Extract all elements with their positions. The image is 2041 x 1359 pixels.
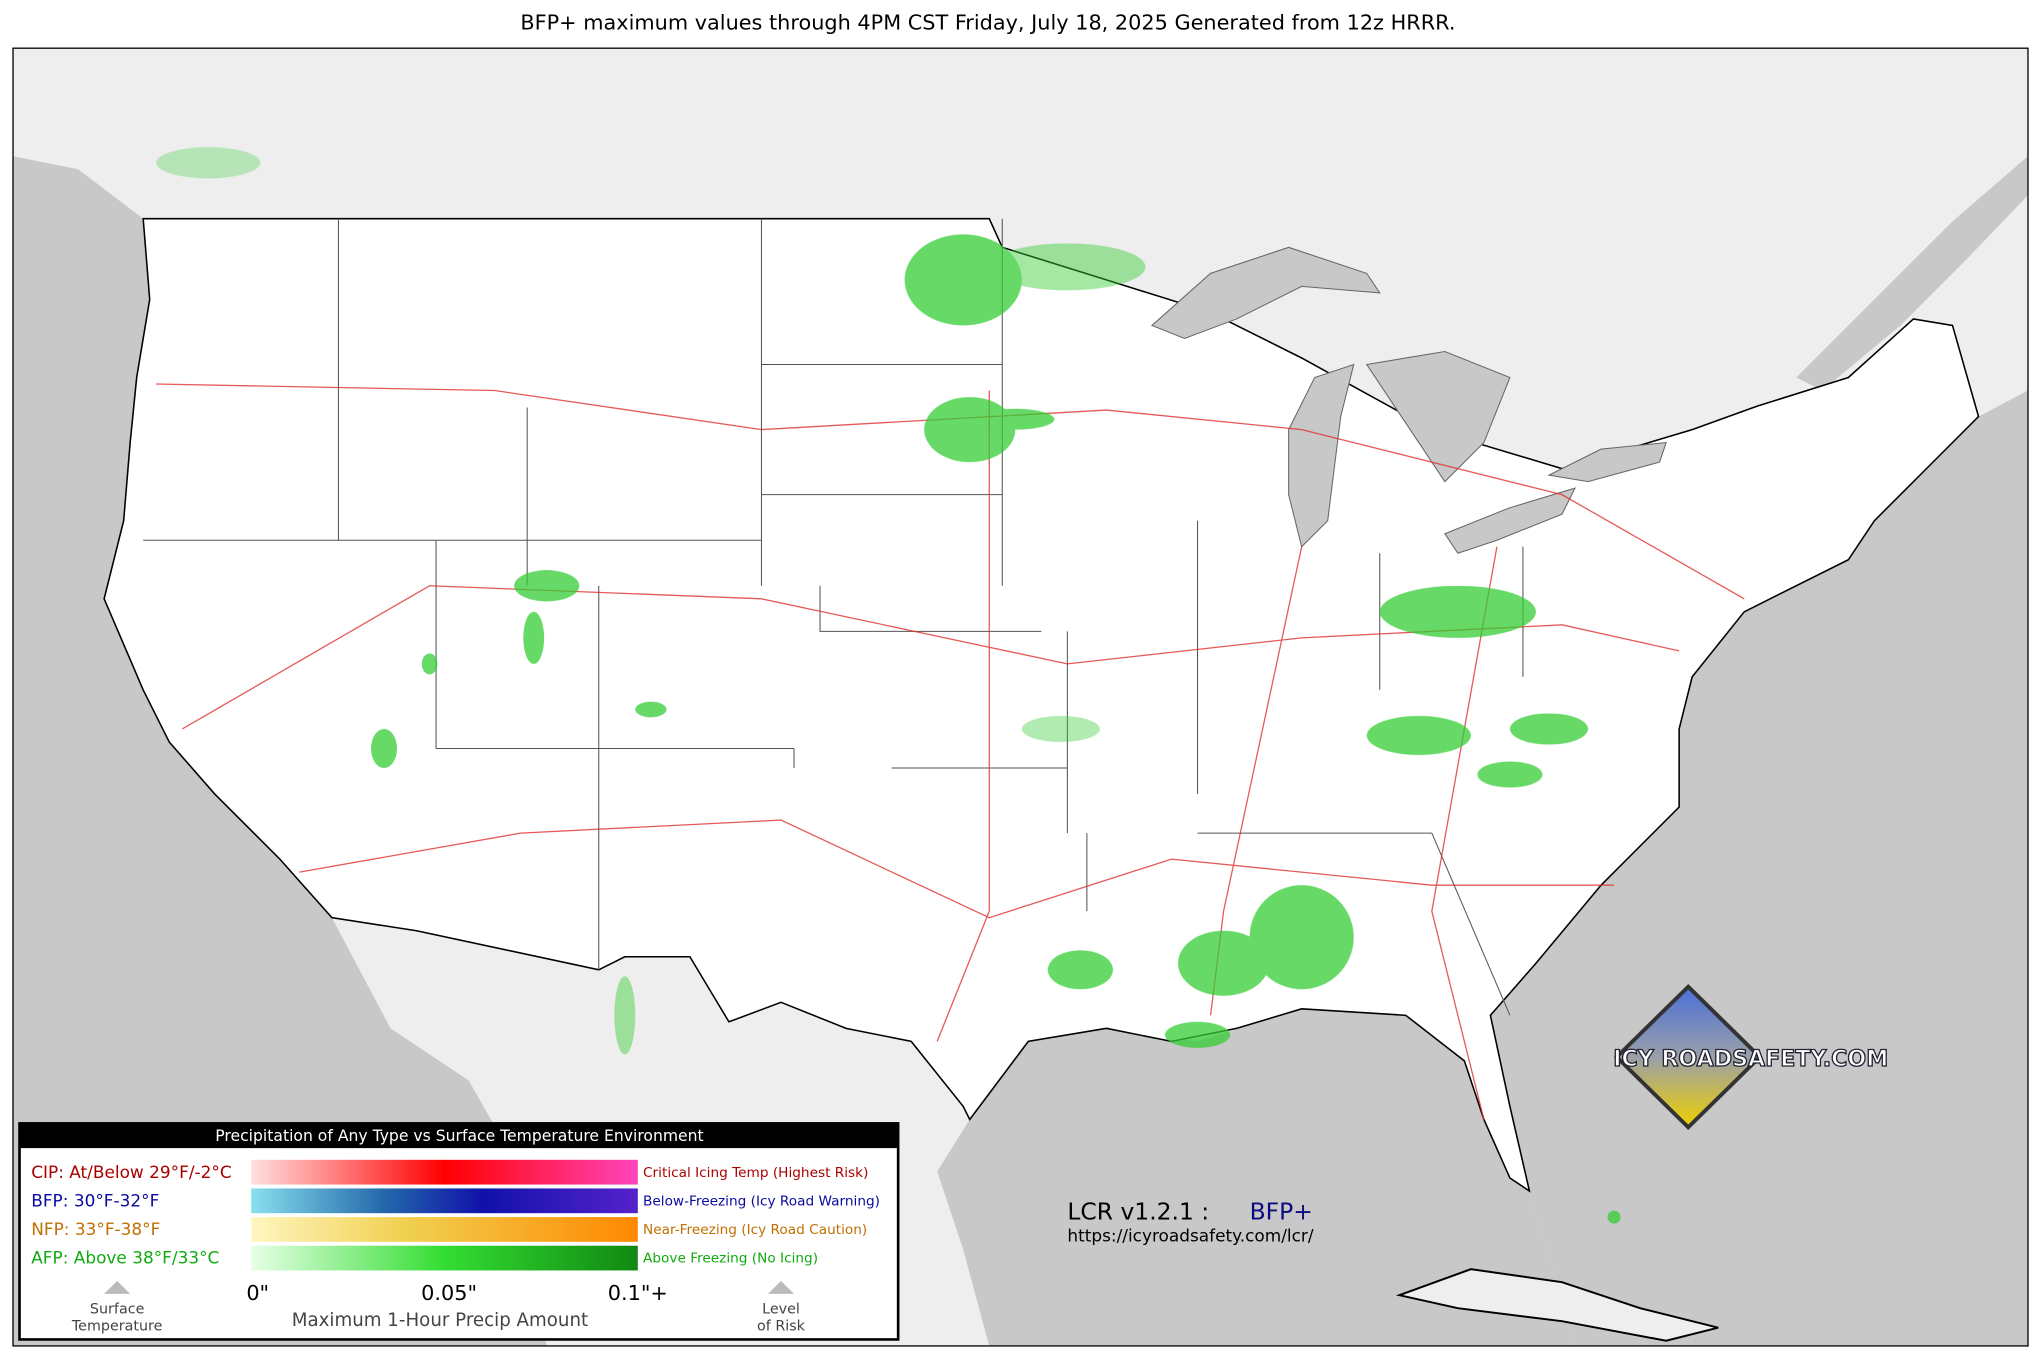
legend-description: Critical Icing Temp (Highest Risk)	[643, 1165, 868, 1181]
legend-caption: Level	[762, 1302, 800, 1318]
state-borders	[143, 218, 1524, 1016]
scale-label: 0.1"+	[608, 1281, 668, 1305]
legend-caption: Temperature	[71, 1318, 163, 1334]
ocean	[937, 1008, 1576, 1346]
logo: ICY ROADSAFETY.COM	[1613, 983, 1889, 1131]
legend-gradient	[251, 1245, 638, 1271]
logo-text: ICY ROADSAFETY.COM	[1613, 1046, 1888, 1072]
legend-gradient	[251, 1217, 638, 1242]
url: https://icyroadsafety.com/lcr/	[1067, 1226, 1313, 1246]
ocean	[13, 156, 547, 1346]
legend-arrow	[767, 1280, 795, 1294]
map	[13, 48, 2028, 1346]
legend-caption: Surface	[90, 1302, 145, 1318]
precip-areas	[156, 147, 1621, 1224]
legend-axis-title: Maximum 1-Hour Precip Amount	[292, 1310, 588, 1331]
lake	[1150, 246, 1381, 340]
legend-description: Above Freezing (No Icing)	[643, 1251, 818, 1267]
legend-description: Below-Freezing (Icy Road Warning)	[643, 1193, 880, 1209]
scale-label: 0"	[246, 1281, 269, 1305]
logo-diamond	[1613, 983, 1763, 1131]
legend-caption: of Risk	[757, 1318, 806, 1334]
highways	[156, 383, 1745, 1120]
map-title: BFP+ maximum values through 4PM CST Frid…	[520, 10, 1455, 34]
usa	[103, 217, 1980, 1193]
legend-arrow	[104, 1280, 131, 1294]
island	[1395, 1268, 1719, 1342]
product: BFP+	[1250, 1198, 1313, 1226]
legend-gradient	[251, 1188, 638, 1214]
lake	[1444, 487, 1577, 554]
version: LCR v1.2.1 :	[1067, 1198, 1209, 1226]
legend-description: Near-Freezing (Icy Road Caution)	[643, 1222, 867, 1238]
map-frame	[12, 47, 2029, 1347]
legend-label: NFP: 33°F-38°F	[31, 1219, 160, 1239]
ocean	[1796, 156, 2028, 391]
legend-header	[19, 1123, 899, 1149]
scale-label: 0.05"	[421, 1281, 477, 1305]
lake	[1288, 363, 1355, 548]
legend-label: BFP: 30°F-32°F	[31, 1190, 159, 1210]
lake	[1547, 442, 1667, 483]
ocean	[1490, 390, 2028, 1346]
legend-label: CIP: At/Below 29°F/-2°C	[31, 1162, 231, 1182]
legend-label: AFP: Above 38°F/33°C	[31, 1248, 219, 1268]
legend-title: Precipitation of Any Type vs Surface Tem…	[215, 1127, 703, 1145]
legend: Precipitation of Any Type vs Surface Tem…	[18, 1122, 900, 1341]
lake	[1365, 350, 1511, 483]
legend-gradient	[251, 1159, 638, 1185]
